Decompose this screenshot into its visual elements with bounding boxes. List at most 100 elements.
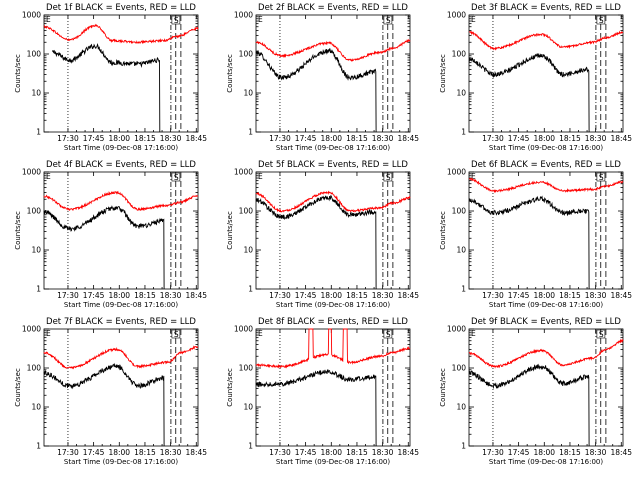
x-tick-label: 18:00 bbox=[108, 134, 130, 143]
y-tick-label: 1 bbox=[36, 285, 41, 294]
x-tick-label: 18:45 bbox=[610, 291, 632, 300]
marker-box bbox=[596, 329, 606, 339]
y-tick-label: 1000 bbox=[22, 168, 41, 177]
panel-title: Det 6f BLACK = Events, RED = LLD bbox=[471, 160, 621, 170]
y-tick-label: 100 bbox=[27, 50, 42, 59]
marker-box bbox=[171, 172, 181, 182]
x-tick-label: 17:45 bbox=[83, 448, 105, 457]
corner-label: E bbox=[471, 172, 476, 181]
x-tick-label: 17:45 bbox=[295, 134, 317, 143]
y-axis-label: Counts/sec bbox=[439, 211, 447, 250]
events-series-line bbox=[468, 53, 590, 133]
x-tick-label: 18:00 bbox=[108, 448, 130, 457]
y-tick-label: 1000 bbox=[447, 325, 466, 334]
x-tick-label: 18:30 bbox=[372, 134, 394, 143]
events-series-line bbox=[255, 369, 377, 447]
x-tick-label: 18:45 bbox=[185, 134, 207, 143]
x-tick-label: 18:15 bbox=[559, 448, 581, 457]
x-tick-label: 18:30 bbox=[372, 291, 394, 300]
x-tick-label: 17:30 bbox=[482, 134, 504, 143]
y-tick-label: 10 bbox=[243, 403, 253, 412]
x-tick-label: 17:30 bbox=[57, 448, 79, 457]
y-tick-label: 100 bbox=[239, 364, 254, 373]
x-tick-label: 17:45 bbox=[295, 291, 317, 300]
chart-panel-6: Det 6f BLACK = Events, RED = LLD 1 10 100 10… bbox=[439, 160, 632, 309]
panel-title: Det 8f BLACK = Events, RED = LLD bbox=[258, 317, 408, 327]
panel-title: Det 3f BLACK = Events, RED = LLD bbox=[471, 3, 621, 13]
y-axis-label: Counts/sec bbox=[226, 211, 234, 250]
marker-label: S bbox=[386, 173, 391, 182]
y-tick-label: 10 bbox=[456, 403, 466, 412]
x-tick-label: 18:30 bbox=[160, 134, 182, 143]
y-tick-label: 10 bbox=[456, 89, 466, 98]
y-tick-label: 10 bbox=[31, 89, 41, 98]
y-tick-label: 1 bbox=[248, 128, 253, 137]
corner-label: E bbox=[46, 15, 51, 24]
lld-series-line bbox=[255, 190, 411, 213]
lld-series-line bbox=[43, 345, 199, 370]
corner-label: E bbox=[471, 15, 476, 24]
y-tick-label: 1 bbox=[248, 442, 253, 451]
x-axis-label: Start Time (09-Dec-08 17:16:00) bbox=[489, 301, 603, 309]
x-tick-label: 18:45 bbox=[185, 448, 207, 457]
y-tick-label: 100 bbox=[452, 50, 467, 59]
x-tick-label: 17:45 bbox=[83, 291, 105, 300]
y-tick-label: 10 bbox=[243, 89, 253, 98]
x-tick-label: 18:30 bbox=[585, 134, 607, 143]
marker-box bbox=[383, 15, 393, 25]
lld-series-line bbox=[255, 328, 411, 369]
y-tick-label: 100 bbox=[27, 207, 42, 216]
panel-title: Det 1f BLACK = Events, RED = LLD bbox=[46, 3, 196, 13]
x-tick-label: 18:15 bbox=[134, 291, 156, 300]
panel-title: Det 5f BLACK = Events, RED = LLD bbox=[258, 160, 408, 170]
x-tick-label: 17:30 bbox=[269, 448, 291, 457]
corner-label: E bbox=[258, 172, 263, 181]
y-tick-label: 10 bbox=[243, 246, 253, 255]
plot-frame bbox=[43, 171, 199, 290]
events-series-line bbox=[43, 362, 165, 447]
y-axis-label: Counts/sec bbox=[226, 368, 234, 407]
chart-panel-3: Det 3f BLACK = Events, RED = LLD 1 10 100 10… bbox=[439, 3, 632, 152]
y-tick-label: 1 bbox=[461, 442, 466, 451]
plot-frame bbox=[468, 328, 624, 447]
x-tick-label: 18:15 bbox=[346, 134, 368, 143]
x-tick-label: 18:30 bbox=[160, 448, 182, 457]
x-tick-label: 18:45 bbox=[397, 134, 419, 143]
events-series-line bbox=[43, 205, 165, 290]
events-series-line bbox=[468, 195, 590, 290]
corner-label: E bbox=[258, 15, 263, 24]
lld-series-line bbox=[468, 338, 624, 369]
lld-series-line bbox=[43, 190, 199, 212]
marker-label: S bbox=[386, 330, 391, 339]
marker-label: S bbox=[174, 173, 179, 182]
x-axis-label: Start Time (09-Dec-08 17:16:00) bbox=[64, 144, 178, 152]
y-tick-label: 100 bbox=[239, 50, 254, 59]
x-tick-label: 18:15 bbox=[134, 134, 156, 143]
y-tick-label: 1 bbox=[36, 128, 41, 137]
x-tick-label: 18:45 bbox=[397, 448, 419, 457]
x-tick-label: 18:00 bbox=[320, 291, 342, 300]
panel-title: Det 7f BLACK = Events, RED = LLD bbox=[46, 317, 196, 327]
x-axis-label: Start Time (09-Dec-08 17:16:00) bbox=[489, 458, 603, 466]
events-series-line bbox=[468, 363, 590, 447]
x-axis-label: Start Time (09-Dec-08 17:16:00) bbox=[276, 301, 390, 309]
lld-series-line bbox=[255, 38, 411, 62]
plot-frame bbox=[468, 171, 624, 290]
marker-label: S bbox=[599, 330, 604, 339]
marker-label: S bbox=[174, 330, 179, 339]
y-axis-label: Counts/sec bbox=[226, 54, 234, 93]
corner-label: E bbox=[258, 329, 263, 338]
marker-label: S bbox=[599, 16, 604, 25]
x-tick-label: 18:30 bbox=[372, 448, 394, 457]
chart-panel-1: Det 1f BLACK = Events, RED = LLD 1 10 100 10… bbox=[14, 3, 207, 152]
y-tick-label: 1000 bbox=[234, 11, 253, 20]
chart-panel-8: Det 8f BLACK = Events, RED = LLD 1 10 100 10… bbox=[226, 317, 419, 466]
y-axis-label: Counts/sec bbox=[14, 54, 22, 93]
x-tick-label: 18:15 bbox=[559, 291, 581, 300]
x-tick-label: 17:45 bbox=[508, 291, 530, 300]
marker-label: S bbox=[174, 16, 179, 25]
marker-label: S bbox=[386, 16, 391, 25]
x-tick-label: 18:15 bbox=[346, 291, 368, 300]
lld-series-line bbox=[468, 30, 624, 51]
